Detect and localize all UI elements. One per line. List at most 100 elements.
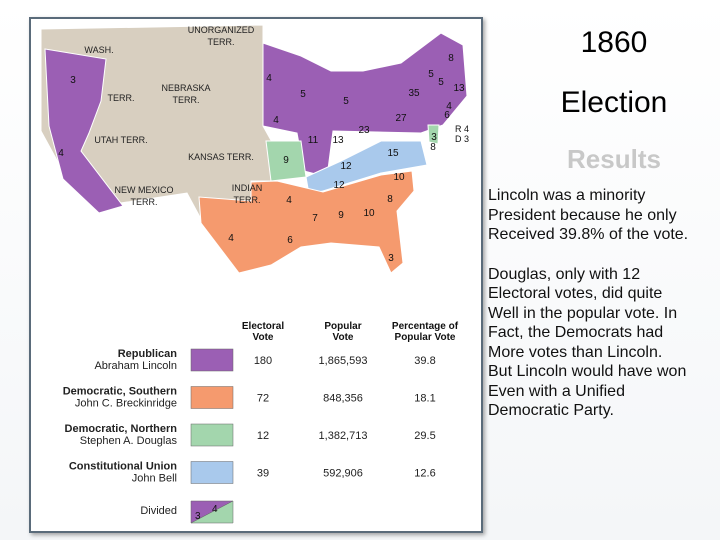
state-votes: 3 [431,132,437,143]
text-line: Received 39.8% of the vote. [488,226,689,243]
party-name: Democratic, Southern [63,386,178,398]
text-line: Lincoln was a minority [488,187,646,204]
slide-title: Election [560,86,668,119]
state-votes: 4 [273,115,279,126]
legend-swatch [190,500,234,524]
candidate-name: Stephen A. Douglas [80,435,178,447]
text-line: Even with a Unified [488,382,625,400]
state-votes: 4 [446,101,452,112]
state-votes: 4 [228,233,234,244]
paragraph: Lincoln was a minority President because … [488,186,720,245]
legend-swatch [190,386,234,409]
popular-votes: 1,382,713 [319,430,368,442]
party-name: Constitutional Union [69,461,177,473]
slide-title: 1860 [580,26,648,59]
text-line: Fact, the Democrats had [488,324,664,341]
electoral-votes: 180 [254,355,272,367]
state-votes: 6 [287,235,293,246]
electoral-votes: 39 [257,468,269,480]
state-area [198,170,415,274]
state-votes: 12 [340,161,352,172]
state-votes: 4 [266,73,272,84]
text-line: More votes than Lincoln. [488,343,663,361]
text-line: Democratic Party. [488,402,614,419]
paragraph: Douglas, only with 12 Electoral votes, di… [488,265,720,421]
column-header: Percentage of [392,321,459,332]
state-votes: 27 [395,113,407,124]
state-votes: 3 [70,75,76,86]
state-votes: 5 [300,89,306,100]
candidate-name: John Bell [132,473,177,485]
popular-votes: 848,356 [323,393,363,405]
territory-label: UTAH TERR. [94,135,147,145]
legend-swatch [190,348,234,372]
territory-label: TERR. [173,95,200,105]
state-votes: 9 [283,155,289,166]
divided-votes: 3 [195,511,201,522]
column-header: Popular [324,321,361,332]
column-header: Vote [333,332,354,343]
state-votes: 4 [58,148,64,159]
territory-label: TERR. [108,93,135,103]
state-votes: 23 [358,125,370,136]
divided-label: Divided [140,505,177,517]
vote-percentage: 39.8 [414,355,435,367]
column-header: Electoral [242,321,284,332]
legend-swatch [190,423,234,447]
state-votes: 35 [408,88,420,99]
legend-swatch [190,461,234,484]
state-votes: 12 [333,180,345,191]
state-votes: 5 [343,96,349,107]
state-votes: 4 [286,195,292,206]
popular-votes: 1,865,593 [319,355,368,367]
column-header: Popular Vote [395,332,456,343]
territory-label: NEW MEXICO [114,185,173,195]
text-panel: 1860 Election Results Lincoln was a minorit… [488,20,720,441]
popular-votes: 592,906 [323,468,363,480]
state-votes: 5 [438,77,444,88]
split-label: D 3 [455,134,469,144]
text-line: But Lincoln would have won [488,363,687,380]
state-votes: 8 [430,142,436,153]
state-votes: 6 [444,110,450,121]
state-votes: 11 [308,135,319,146]
state-votes: 8 [448,53,454,64]
territory-label: KANSAS TERR. [188,152,254,162]
state-area [44,48,124,214]
state-votes: 9 [338,210,344,221]
state-votes: 8 [387,194,393,205]
vote-percentage: 12.6 [414,468,435,480]
territory-label: UNORGANIZED [188,25,255,35]
candidate-name: John C. Breckinridge [75,398,177,410]
state-votes: 3 [388,253,394,264]
territory-label: TERR. [208,37,235,47]
text-line: Douglas, only with 12 [488,265,641,283]
map-panel: UNORGANIZED TERR. WASH. TERR. NEBRASKA TERR. U… [29,17,483,533]
divided-votes: 4 [212,504,218,515]
text-line: President because he only [488,206,677,224]
party-name: Republican [118,348,178,360]
state-votes: 10 [363,208,375,219]
party-name: Democratic, Northern [65,423,178,435]
territory-label: TERR. [131,197,158,207]
state-votes: 5 [428,69,434,80]
split-label: R 4 [455,124,469,134]
state-votes: 13 [453,83,465,94]
vote-percentage: 18.1 [414,393,435,405]
vote-percentage: 29.5 [414,430,435,442]
state-votes: 10 [393,172,405,183]
state-votes: 13 [332,135,344,146]
text-line: Electoral votes, did quite [488,285,663,302]
slide-title: Results [567,144,661,174]
map-figure: UNORGANIZED TERR. WASH. TERR. NEBRASKA TERR. U… [40,24,469,524]
text-line: Well in the popular vote. In [488,304,678,322]
territory-label: TERR. [234,195,261,205]
territory-label: INDIAN [232,183,263,193]
state-votes: 7 [312,213,318,224]
state-votes: 15 [387,148,399,159]
electoral-votes: 72 [257,393,269,405]
territory-label: NEBRASKA [161,83,210,93]
electoral-votes: 12 [257,430,269,442]
territory-label: WASH. [84,45,113,55]
